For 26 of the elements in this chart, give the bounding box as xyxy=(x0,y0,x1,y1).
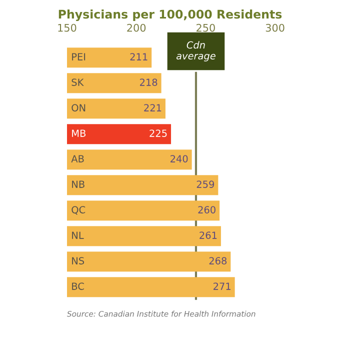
y-tick-label: MB xyxy=(72,130,86,137)
y-tick-label: ON xyxy=(72,104,86,112)
chart-title: Physicians per 100,000 Residents xyxy=(58,10,282,22)
data-label: 261 xyxy=(200,232,217,239)
data-label: 271 xyxy=(214,282,230,290)
data-label: 268 xyxy=(209,257,227,264)
data-label: 259 xyxy=(196,180,214,188)
ref-line-label: Cdn average xyxy=(176,41,216,62)
y-tick-label: NB xyxy=(72,180,84,188)
y-tick-label: BC xyxy=(72,282,84,290)
x-tick-label: 300 xyxy=(266,24,284,32)
data-label: 211 xyxy=(130,53,148,60)
y-tick-label: SK xyxy=(72,78,84,86)
x-tick-label: 250 xyxy=(196,24,215,32)
y-tick-label: QC xyxy=(72,206,86,215)
data-label: 225 xyxy=(150,130,167,137)
y-tick-label: AB xyxy=(71,155,84,162)
data-label: 221 xyxy=(144,104,162,112)
x-tick-label: 200 xyxy=(127,24,146,32)
data-label: 240 xyxy=(170,155,188,162)
x-tick-label: 150 xyxy=(58,24,76,32)
y-tick-label: NL xyxy=(72,232,84,239)
data-label: 218 xyxy=(140,78,158,86)
data-label: 260 xyxy=(198,206,216,214)
y-tick-label: PEI xyxy=(72,53,86,60)
y-tick-label: NS xyxy=(72,257,84,264)
